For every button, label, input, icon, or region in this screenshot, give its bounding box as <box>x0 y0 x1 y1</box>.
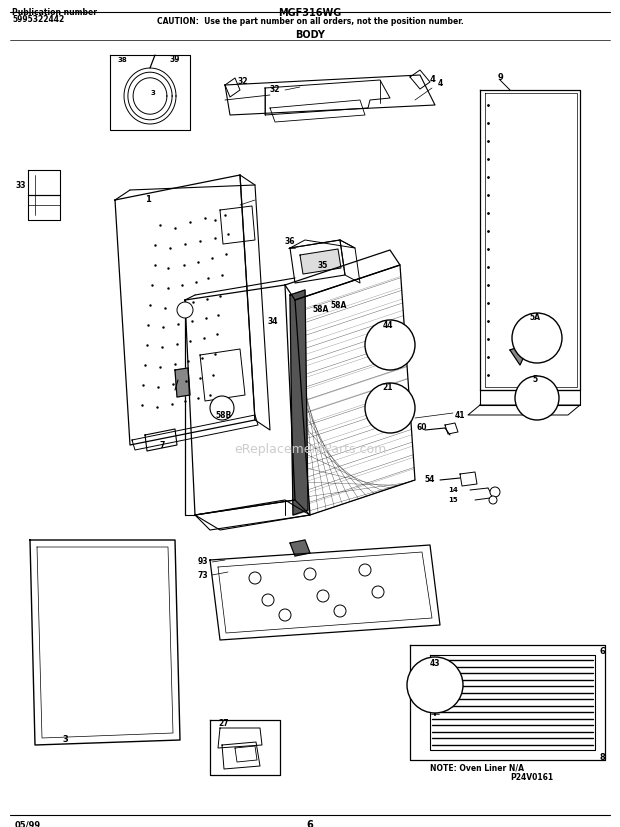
Circle shape <box>490 487 500 497</box>
Text: 4: 4 <box>430 75 436 84</box>
Polygon shape <box>300 249 341 274</box>
Text: 27: 27 <box>218 719 229 729</box>
Text: Publication number: Publication number <box>12 8 97 17</box>
Text: 14: 14 <box>448 487 458 493</box>
Circle shape <box>304 568 316 580</box>
Text: 41: 41 <box>455 410 466 419</box>
Text: 54: 54 <box>425 476 435 485</box>
Text: 15: 15 <box>448 497 458 503</box>
Text: 6: 6 <box>307 820 313 827</box>
Text: eReplacementParts.com: eReplacementParts.com <box>234 443 386 457</box>
Circle shape <box>249 572 261 584</box>
Polygon shape <box>510 343 530 365</box>
Text: 39: 39 <box>170 55 180 65</box>
Text: 35: 35 <box>318 261 328 270</box>
Circle shape <box>512 313 562 363</box>
Text: 44: 44 <box>383 321 393 329</box>
Polygon shape <box>290 290 308 515</box>
Text: NOTE: Oven Liner N/A: NOTE: Oven Liner N/A <box>430 763 524 772</box>
Circle shape <box>359 564 371 576</box>
Text: 6: 6 <box>600 648 606 657</box>
Text: 9: 9 <box>497 74 503 83</box>
Circle shape <box>317 590 329 602</box>
Circle shape <box>334 605 346 617</box>
Polygon shape <box>290 540 310 556</box>
Text: 58A: 58A <box>330 302 347 310</box>
Text: 32: 32 <box>238 78 249 87</box>
Text: 73: 73 <box>197 571 208 580</box>
Text: 43: 43 <box>430 658 440 667</box>
Circle shape <box>365 383 415 433</box>
Text: P24V0161: P24V0161 <box>510 773 553 782</box>
Text: 4: 4 <box>437 79 443 88</box>
Circle shape <box>210 396 234 420</box>
Circle shape <box>279 609 291 621</box>
Text: 05/99: 05/99 <box>15 820 41 827</box>
Circle shape <box>372 586 384 598</box>
Text: 3: 3 <box>151 90 156 96</box>
Text: 5995322442: 5995322442 <box>12 15 64 24</box>
Text: 33: 33 <box>16 180 27 189</box>
Text: 60: 60 <box>417 423 427 432</box>
Text: 36: 36 <box>285 237 296 246</box>
Text: 34: 34 <box>267 318 278 327</box>
Text: 21: 21 <box>383 384 393 393</box>
Text: 1: 1 <box>145 195 151 204</box>
Circle shape <box>365 320 415 370</box>
Text: 8: 8 <box>600 753 606 762</box>
Text: 3: 3 <box>62 735 68 744</box>
Text: 58B: 58B <box>215 410 231 419</box>
Polygon shape <box>175 368 190 397</box>
Circle shape <box>177 302 193 318</box>
Text: 5: 5 <box>533 375 538 385</box>
Circle shape <box>407 657 463 713</box>
Text: 38: 38 <box>118 57 128 63</box>
Text: MGF316WG: MGF316WG <box>278 8 342 18</box>
Text: 7: 7 <box>159 441 165 450</box>
Text: CAUTION:  Use the part number on all orders, not the position number.: CAUTION: Use the part number on all orde… <box>157 17 463 26</box>
Text: BODY: BODY <box>295 30 325 40</box>
Text: 93: 93 <box>198 557 208 566</box>
Text: 5A: 5A <box>529 313 541 323</box>
Circle shape <box>515 376 559 420</box>
Circle shape <box>262 594 274 606</box>
Text: 58A: 58A <box>312 305 329 314</box>
Text: 32: 32 <box>270 85 280 94</box>
Circle shape <box>489 496 497 504</box>
